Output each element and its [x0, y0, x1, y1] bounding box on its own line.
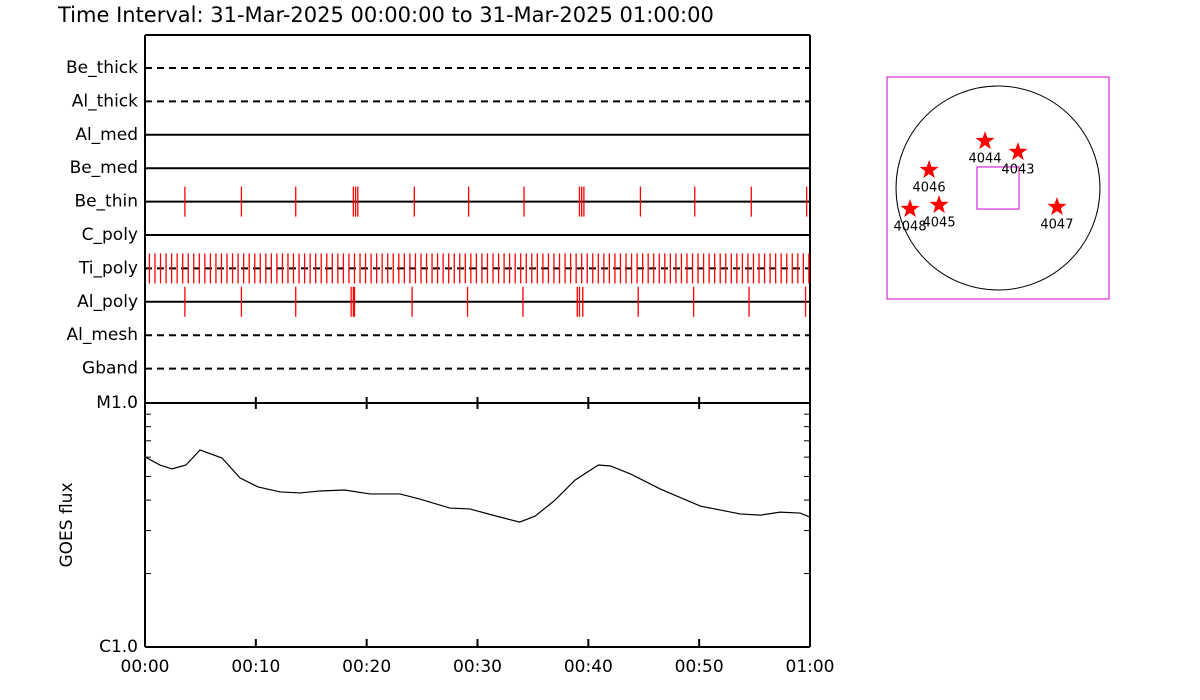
active-region-label: 4043	[1001, 162, 1034, 177]
active-region-star	[1047, 197, 1067, 216]
goes-curve	[144, 449, 811, 523]
filter-label: Al_med	[75, 125, 138, 145]
x-tick-label: 00:30	[453, 657, 502, 677]
y-tick-label: C1.0	[99, 637, 138, 657]
x-tick-label: 00:10	[231, 657, 280, 677]
active-region-star	[929, 195, 949, 214]
active-region-star	[975, 131, 995, 150]
active-region-label: 4046	[913, 181, 946, 196]
y-axis-label: GOES flux	[57, 482, 77, 567]
active-region-label: 4048	[894, 220, 927, 235]
active-region-star	[900, 199, 920, 218]
solar-disk	[895, 85, 1101, 291]
active-region-label: 4044	[968, 152, 1001, 167]
active-region-label: 4047	[1040, 218, 1073, 233]
x-tick-label: 00:20	[342, 657, 391, 677]
x-tick-label: 00:40	[564, 657, 613, 677]
x-tick-label: 00:00	[121, 657, 170, 677]
filter-label: C_poly	[82, 225, 138, 245]
y-tick-label: M1.0	[96, 393, 138, 413]
x-tick-label: 01:00	[786, 657, 835, 677]
filter-label: Ti_poly	[78, 258, 138, 278]
filter-label: Be_thin	[74, 192, 138, 212]
filter-label: Al_thick	[72, 91, 138, 111]
title: Time Interval: 31-Mar-2025 00:00:00 to 3…	[57, 3, 714, 27]
filter-label: Be_thick	[66, 58, 138, 78]
active-region-label: 4045	[923, 215, 956, 230]
fov-box	[976, 166, 1020, 210]
x-tick-label: 00:50	[675, 657, 724, 677]
filter-label: Al_poly	[77, 292, 138, 312]
filter-label: Gband	[82, 359, 138, 379]
map-frame	[886, 76, 1110, 300]
filter-label: Be_med	[70, 158, 138, 178]
active-region-star	[1008, 142, 1028, 161]
frame	[144, 34, 811, 648]
active-region-star	[919, 160, 939, 179]
filter-label: Al_mesh	[66, 325, 138, 345]
